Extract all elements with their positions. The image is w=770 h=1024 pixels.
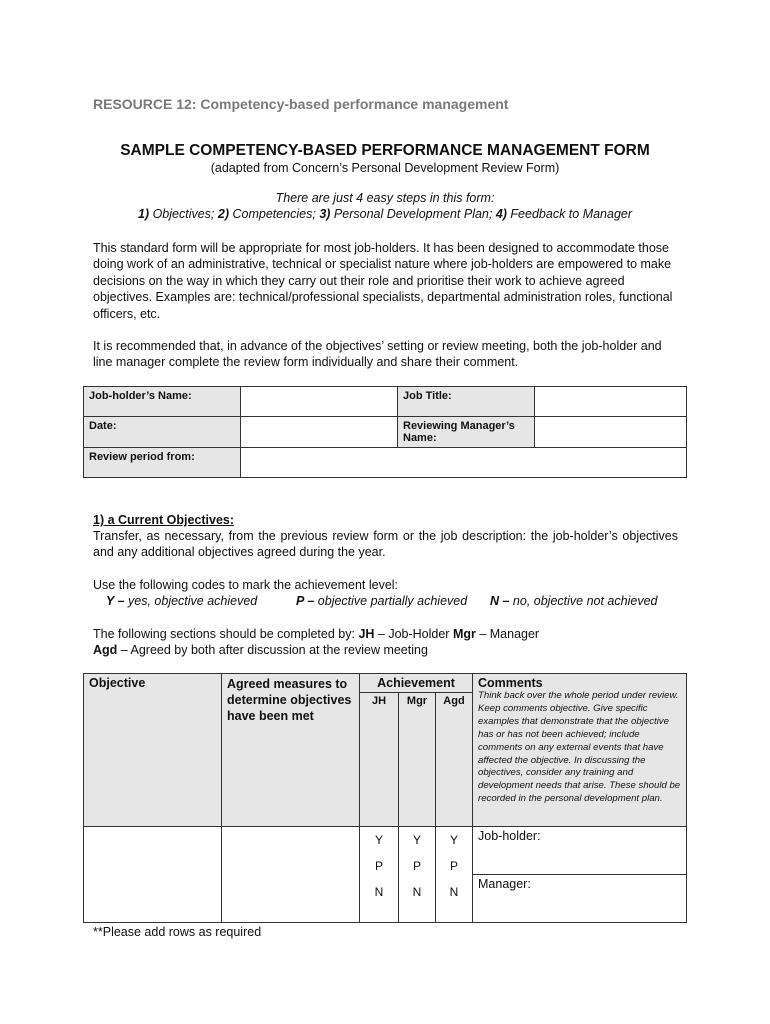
text: – Manager	[475, 627, 540, 641]
code-value: objective partially achieved	[314, 594, 468, 608]
label-job-holder-name: Job-holder’s Name:	[83, 386, 241, 417]
code-n[interactable]: N	[374, 885, 384, 899]
header-objective: Objective	[83, 673, 222, 827]
manager-comment-field[interactable]: Manager:	[472, 874, 687, 923]
job-holder-comment-field[interactable]: Job-holder:	[472, 826, 687, 875]
footnote: **Please add rows as required	[93, 925, 262, 939]
details-table: Job-holder’s Name: Job Title: Date: Review…	[83, 386, 687, 478]
step-text: Feedback to Manager	[506, 207, 633, 221]
code-n[interactable]: N	[412, 885, 422, 899]
step-text: Competencies;	[229, 207, 320, 221]
completed-by-note: The following sections should be complet…	[93, 626, 678, 659]
step-num: 1)	[137, 207, 150, 221]
header-achievement: Achievement	[359, 673, 473, 693]
code-y[interactable]: Y	[412, 833, 421, 847]
objective-field[interactable]	[83, 826, 222, 923]
comments-hint: Think back over the whole period under r…	[478, 690, 681, 805]
step-text: Personal Development Plan;	[330, 207, 496, 221]
label-date: Date:	[83, 416, 241, 448]
code-p[interactable]: P	[374, 859, 383, 873]
label-reviewing-manager: Reviewing Manager’s Name:	[397, 416, 535, 448]
code-n[interactable]: N	[449, 885, 459, 899]
comments-title: Comments	[478, 676, 543, 690]
code-value: yes, objective achieved	[124, 594, 258, 608]
code-p[interactable]: P	[412, 859, 421, 873]
code-value: no, objective not achieved	[509, 594, 658, 608]
review-period-field[interactable]	[240, 447, 687, 478]
header-agd: Agd	[435, 692, 473, 827]
code: Mgr	[452, 627, 476, 641]
code-key: P –	[296, 594, 315, 608]
header-mgr: Mgr	[398, 692, 436, 827]
code-p[interactable]: P	[449, 859, 458, 873]
form-title: SAMPLE COMPETENCY-BASED PERFORMANCE MANA…	[120, 142, 650, 159]
objectives-table: Objective Agreed measures to determine o…	[83, 673, 687, 923]
code-key: N –	[490, 594, 510, 608]
codes-intro: Use the following codes to mark the achi…	[93, 578, 399, 592]
step-text: Objectives;	[149, 207, 218, 221]
intro-paragraph: This standard form will be appropriate f…	[93, 241, 673, 321]
header-comments: Comments Think back over the whole period…	[472, 673, 687, 827]
code-y[interactable]: Y	[449, 833, 458, 847]
code: Agd	[93, 643, 118, 658]
steps-list: 1) Objectives; 2) Competencies; 3) Perso…	[0, 207, 770, 221]
job-holder-name-field[interactable]	[240, 386, 398, 417]
resource-header: RESOURCE 12: Competency-based performanc…	[93, 96, 509, 112]
code-y[interactable]: Y	[374, 833, 383, 847]
step-num: 2)	[217, 207, 229, 221]
step-num: 3)	[319, 207, 331, 221]
step-num: 4)	[495, 207, 507, 221]
text: The following sections should be complet…	[93, 627, 359, 641]
header-measures: Agreed measures to determine objectives …	[221, 673, 360, 827]
label-job-title: Job Title:	[397, 386, 535, 417]
label-review-period: Review period from:	[83, 447, 241, 478]
header-jh: JH	[359, 692, 399, 827]
section-heading: 1) a Current Objectives:	[93, 513, 235, 527]
date-field[interactable]	[240, 416, 398, 448]
recommend-paragraph: It is recommended that, in advance of th…	[93, 339, 662, 370]
text: – Job-Holder	[374, 627, 453, 641]
job-title-field[interactable]	[534, 386, 687, 417]
steps-intro: There are just 4 easy steps in this form…	[275, 191, 495, 205]
reviewing-manager-field[interactable]	[534, 416, 687, 448]
section-text: Transfer, as necessary, from the previou…	[93, 529, 678, 560]
code-key: Y –	[106, 594, 125, 608]
measures-field[interactable]	[221, 826, 360, 923]
code: JH	[358, 627, 375, 641]
form-subtitle: (adapted from Concern’s Personal Develop…	[210, 161, 560, 175]
text: – Agreed by both after discussion at the…	[117, 643, 428, 658]
